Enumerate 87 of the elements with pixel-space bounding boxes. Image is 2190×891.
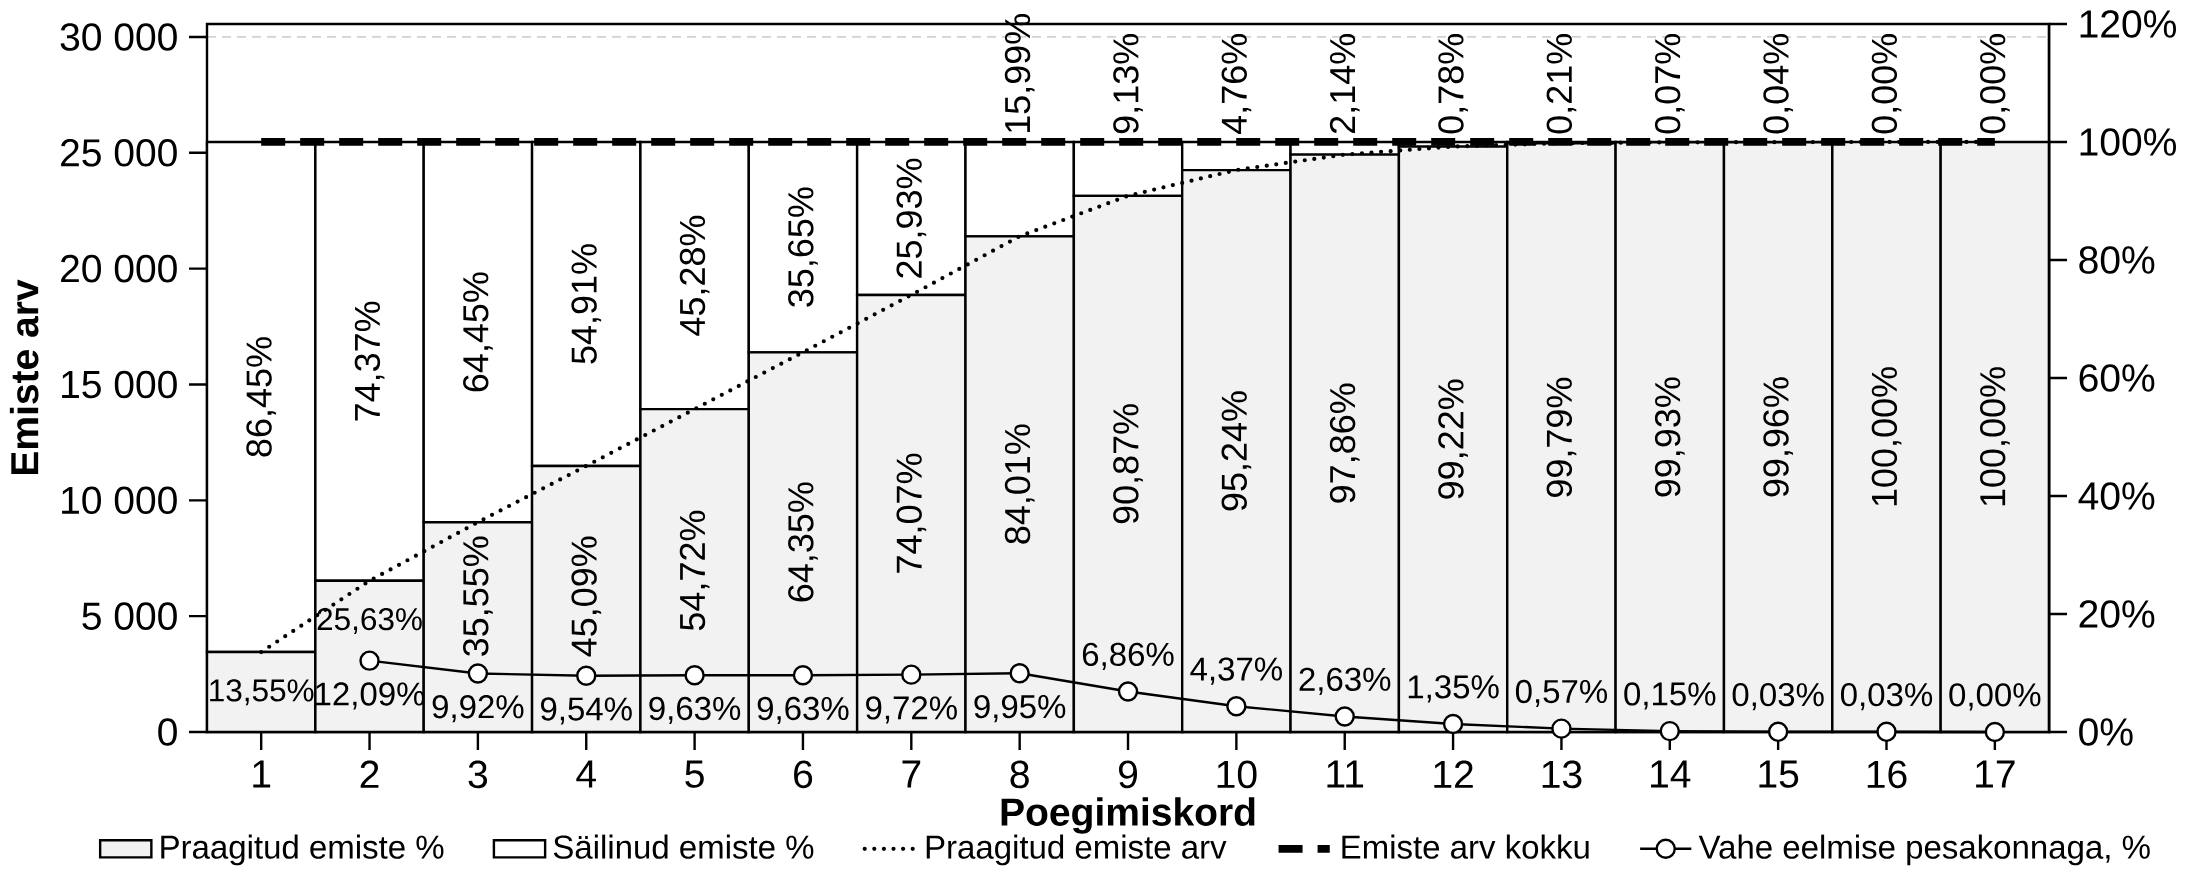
x-tick-label: 4 (576, 760, 596, 788)
x-tick-label: 7 (902, 760, 921, 788)
data-label: 9,63% (757, 696, 849, 725)
data-label: 35,55% (463, 536, 493, 656)
x-tick-label: 16 (1867, 760, 1907, 789)
data-label: 0,03% (1732, 682, 1824, 711)
x-tick-label: 6 (794, 760, 813, 789)
data-label: 45,28% (679, 215, 710, 336)
data-label: 86,45% (246, 337, 277, 457)
data-label: 2,14% (1329, 34, 1360, 134)
data-label: 0,00% (1871, 34, 1902, 134)
data-label: 0,07% (1654, 34, 1685, 134)
x-tick-label: 10 (1217, 760, 1257, 789)
x-tick-label: 12 (1434, 760, 1473, 788)
x-axis-title: Poegimiskord (1001, 797, 1255, 834)
x-tick-label: 11 (1327, 760, 1364, 788)
data-label: 64,45% (463, 272, 493, 392)
data-label: 74,07% (896, 453, 927, 573)
data-label: 0,04% (1763, 34, 1794, 134)
data-label: 99,96% (1763, 377, 1794, 497)
x-tick-label: 15 (1759, 760, 1799, 788)
data-label: 1,35% (1408, 675, 1499, 703)
legend-label: Praagitud emiste % (161, 834, 444, 866)
data-label: 84,01% (1004, 424, 1035, 544)
data-label: 54,91% (571, 244, 602, 364)
data-label: 15,99% (1004, 14, 1035, 133)
data-label: 9,95% (974, 694, 1066, 723)
y-tick-label: 30 000 (60, 23, 177, 51)
data-label: 9,13% (1113, 34, 1143, 134)
legend-label: Praagitud emiste arv (926, 834, 1227, 866)
y-tick-label: 20 000 (61, 254, 177, 283)
y-tick-label: 15 000 (62, 370, 177, 399)
data-label: 6,86% (1082, 642, 1174, 670)
y-tick-label: 5 000 (82, 602, 177, 630)
data-label: 100,00% (1979, 367, 2010, 506)
y-axis-title: Emiste arv (9, 279, 39, 475)
y2-tick-label: 120% (2080, 10, 2176, 38)
data-label: 99,22% (1438, 379, 1468, 499)
x-tick-label: 2 (360, 760, 379, 788)
y2-tick-label: 40% (2078, 482, 2155, 510)
x-tick-label: 14 (1651, 760, 1691, 788)
data-label: 13,55% (210, 679, 314, 706)
data-label: 0,57% (1515, 679, 1607, 708)
y-tick-label: 25 000 (61, 138, 177, 167)
legend-label: Vahe eelmise pesakonnaga, % (1698, 834, 2150, 866)
data-label: 4,37% (1190, 657, 1282, 685)
y2-tick-label: 60% (2079, 364, 2155, 392)
data-label: 97,86% (1329, 383, 1360, 503)
data-label: 9,63% (649, 696, 741, 725)
data-label: 4,76% (1221, 34, 1252, 135)
x-tick-label: 8 (1010, 760, 1029, 789)
data-label: 95,24% (1221, 391, 1252, 511)
data-label: 2,63% (1299, 667, 1391, 695)
y-tick-label: 10 000 (62, 486, 177, 515)
data-label: 0,15% (1624, 682, 1716, 710)
x-tick-label: 9 (1119, 760, 1138, 789)
data-label: 99,79% (1546, 377, 1577, 497)
data-label: 0,00% (1979, 34, 2010, 134)
data-label: 64,35% (788, 482, 818, 602)
data-label: 9,92% (432, 695, 524, 723)
data-label: 35,65% (788, 187, 818, 307)
data-label: 9,54% (541, 697, 632, 725)
data-label: 9,72% (866, 696, 957, 724)
data-label: 0,21% (1546, 34, 1577, 134)
x-tick-label: 17 (1976, 760, 2015, 788)
data-label: 0,78% (1438, 34, 1468, 134)
data-label: 25,93% (896, 158, 927, 278)
data-label: 54,72% (679, 510, 710, 631)
x-tick-label: 13 (1542, 760, 1582, 789)
data-label: 0,03% (1840, 682, 1933, 711)
data-label: 0,00% (1949, 683, 2041, 711)
legend-label: Emiste arv kokku (1342, 834, 1589, 859)
data-label: 45,09% (571, 536, 602, 657)
y2-tick-label: 0% (2079, 718, 2133, 746)
data-label: 25,63% (317, 608, 422, 635)
data-label: 99,93% (1654, 377, 1685, 497)
x-tick-label: 3 (468, 760, 488, 789)
x-tick-label: 1 (253, 760, 271, 788)
y2-tick-label: 100% (2080, 128, 2176, 156)
y-tick-label: 0 (158, 718, 177, 746)
x-tick-label: 5 (685, 760, 704, 788)
y2-tick-label: 20% (2079, 600, 2155, 628)
data-label: 100,00% (1871, 367, 1902, 506)
data-label: 74,37% (354, 301, 385, 421)
legend-label: Säilinud emiste % (553, 834, 814, 859)
y2-tick-label: 80% (2079, 246, 2155, 274)
data-label: 90,87% (1113, 404, 1143, 524)
